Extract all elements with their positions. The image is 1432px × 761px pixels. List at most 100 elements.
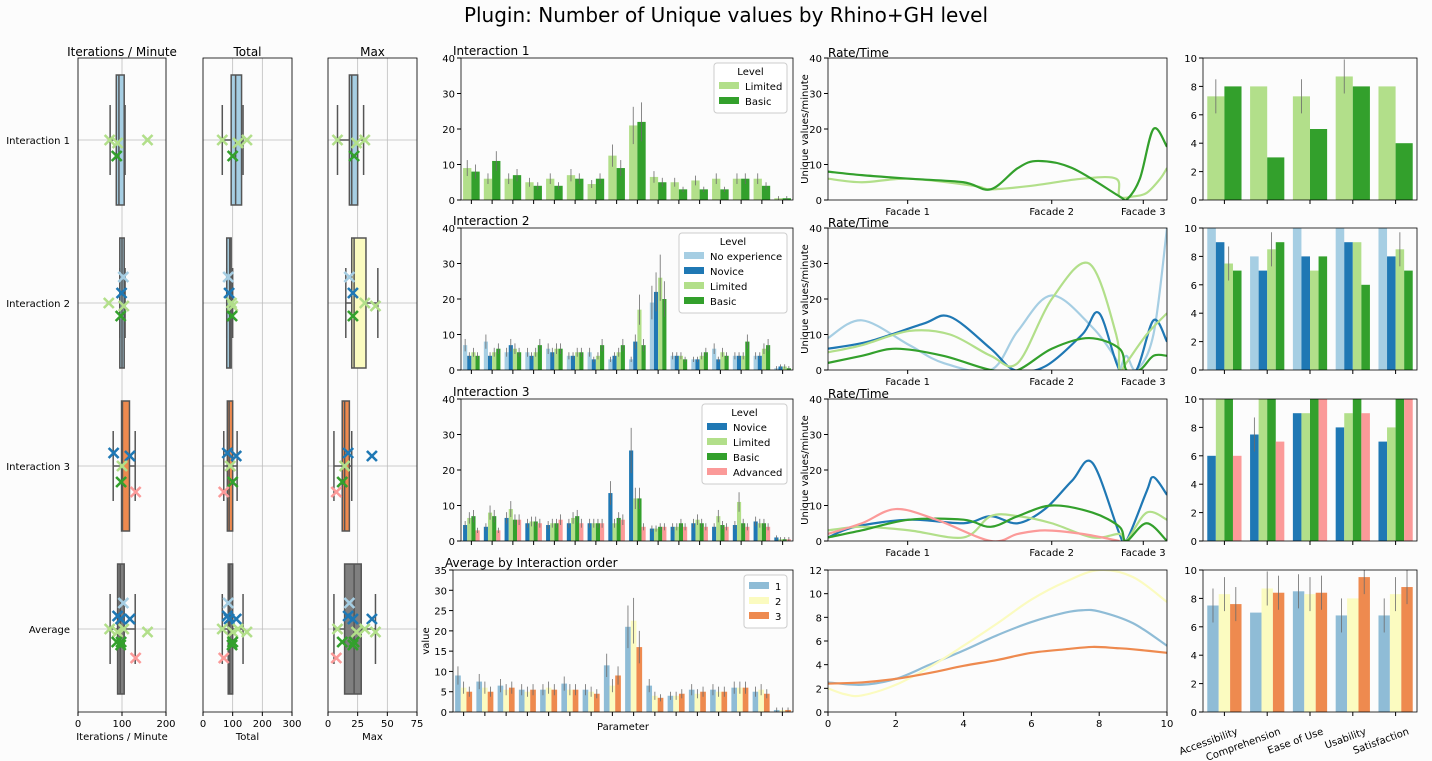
- tick-label: 4: [960, 719, 966, 730]
- axes-frame: [452, 569, 794, 713]
- bar: [612, 355, 617, 370]
- bar: [612, 523, 617, 541]
- bar: [678, 693, 685, 712]
- bar: [591, 523, 596, 541]
- data-point: [129, 652, 142, 664]
- bar: [1258, 270, 1268, 370]
- data-point: [343, 271, 356, 283]
- linechart-rate1: 0 10 20 30 40 Facade 1 Facade 2 Facade 3 Rate/Ti…: [800, 46, 1168, 218]
- tick-label: 20: [434, 627, 447, 638]
- bar: [492, 352, 497, 370]
- tick-label: 20: [809, 295, 822, 306]
- bar: [712, 178, 721, 200]
- bar: [517, 519, 522, 541]
- bar: [649, 176, 659, 200]
- tick-label: 300: [282, 719, 301, 730]
- tick-label: 4: [1191, 309, 1197, 320]
- data-point: [115, 476, 128, 488]
- data-point: [331, 134, 344, 146]
- segment-label: Facade 2: [1029, 207, 1074, 218]
- bar: [678, 189, 688, 200]
- axes-frame: [202, 57, 293, 713]
- bar: [1352, 86, 1370, 200]
- legend-swatch: [707, 453, 727, 460]
- tick-label: 20: [442, 295, 455, 306]
- tick-label: 0: [449, 196, 455, 207]
- bar: [554, 523, 559, 541]
- bar: [741, 178, 750, 200]
- bar: [1344, 413, 1353, 541]
- bar: [766, 526, 771, 541]
- bar: [716, 359, 721, 370]
- bar: [724, 526, 729, 541]
- bar: [1292, 413, 1302, 541]
- bar: [1395, 143, 1413, 200]
- tick-label: 2: [893, 719, 899, 730]
- tick-label: 4: [816, 661, 822, 672]
- tick-label: 2: [1191, 338, 1197, 349]
- bar: [629, 125, 638, 200]
- bar: [567, 689, 573, 712]
- data-point: [240, 626, 253, 638]
- bar: [1258, 399, 1268, 541]
- bar: [1404, 270, 1413, 370]
- data-point: [226, 300, 239, 312]
- bar: [630, 620, 637, 712]
- bar: [674, 526, 679, 541]
- tick-label: 0: [200, 719, 206, 730]
- bar: [710, 689, 716, 712]
- bar: [752, 691, 759, 712]
- bar: [761, 185, 771, 200]
- data-point: [114, 310, 127, 322]
- tick-label: 4: [1191, 139, 1197, 150]
- bar: [620, 345, 625, 370]
- bar: [742, 687, 749, 712]
- bar: [695, 359, 700, 370]
- bar: [595, 523, 601, 541]
- tick-label: 25: [351, 719, 364, 730]
- data-point: [103, 134, 116, 146]
- legend-label: Novice: [733, 423, 767, 434]
- tick-label: 2: [816, 684, 822, 695]
- bar: [1250, 612, 1262, 712]
- tick-label: 20: [442, 466, 455, 477]
- series-line: [828, 127, 1167, 200]
- bar: [745, 526, 750, 541]
- bar: [1218, 594, 1231, 712]
- bar: [1215, 242, 1225, 370]
- data-point: [358, 623, 371, 635]
- tick-label: 4: [1191, 480, 1197, 491]
- boxplot-max: 0 25 50 75 Max Max: [325, 45, 424, 743]
- tick-label: 30: [442, 260, 455, 271]
- bar: [540, 689, 546, 712]
- bar: [467, 355, 472, 370]
- bar: [503, 689, 509, 712]
- bar: [1224, 86, 1242, 200]
- bar: [460, 687, 467, 712]
- tick-label: 10: [1184, 54, 1197, 65]
- bar: [1301, 413, 1310, 541]
- bar: [1232, 455, 1242, 541]
- tick-label: 10: [442, 502, 455, 513]
- tick-label: 30: [809, 90, 822, 101]
- data-point: [221, 447, 234, 459]
- bar: [1292, 228, 1302, 370]
- bar: [1387, 427, 1396, 541]
- bar: [695, 519, 700, 541]
- bar: [508, 345, 513, 370]
- tick-label: 10: [434, 667, 447, 678]
- bar: [657, 697, 664, 712]
- data-point: [369, 626, 382, 638]
- bar: [1352, 399, 1362, 541]
- tick-label: 40: [442, 54, 455, 65]
- bar: [670, 526, 675, 541]
- tick-label: 10: [442, 331, 455, 342]
- data-point: [117, 623, 130, 635]
- bar: [1267, 249, 1276, 370]
- bar: [492, 160, 501, 200]
- bar: [537, 523, 542, 541]
- data-point: [226, 636, 239, 648]
- bar: [678, 355, 684, 370]
- data-point: [331, 623, 344, 635]
